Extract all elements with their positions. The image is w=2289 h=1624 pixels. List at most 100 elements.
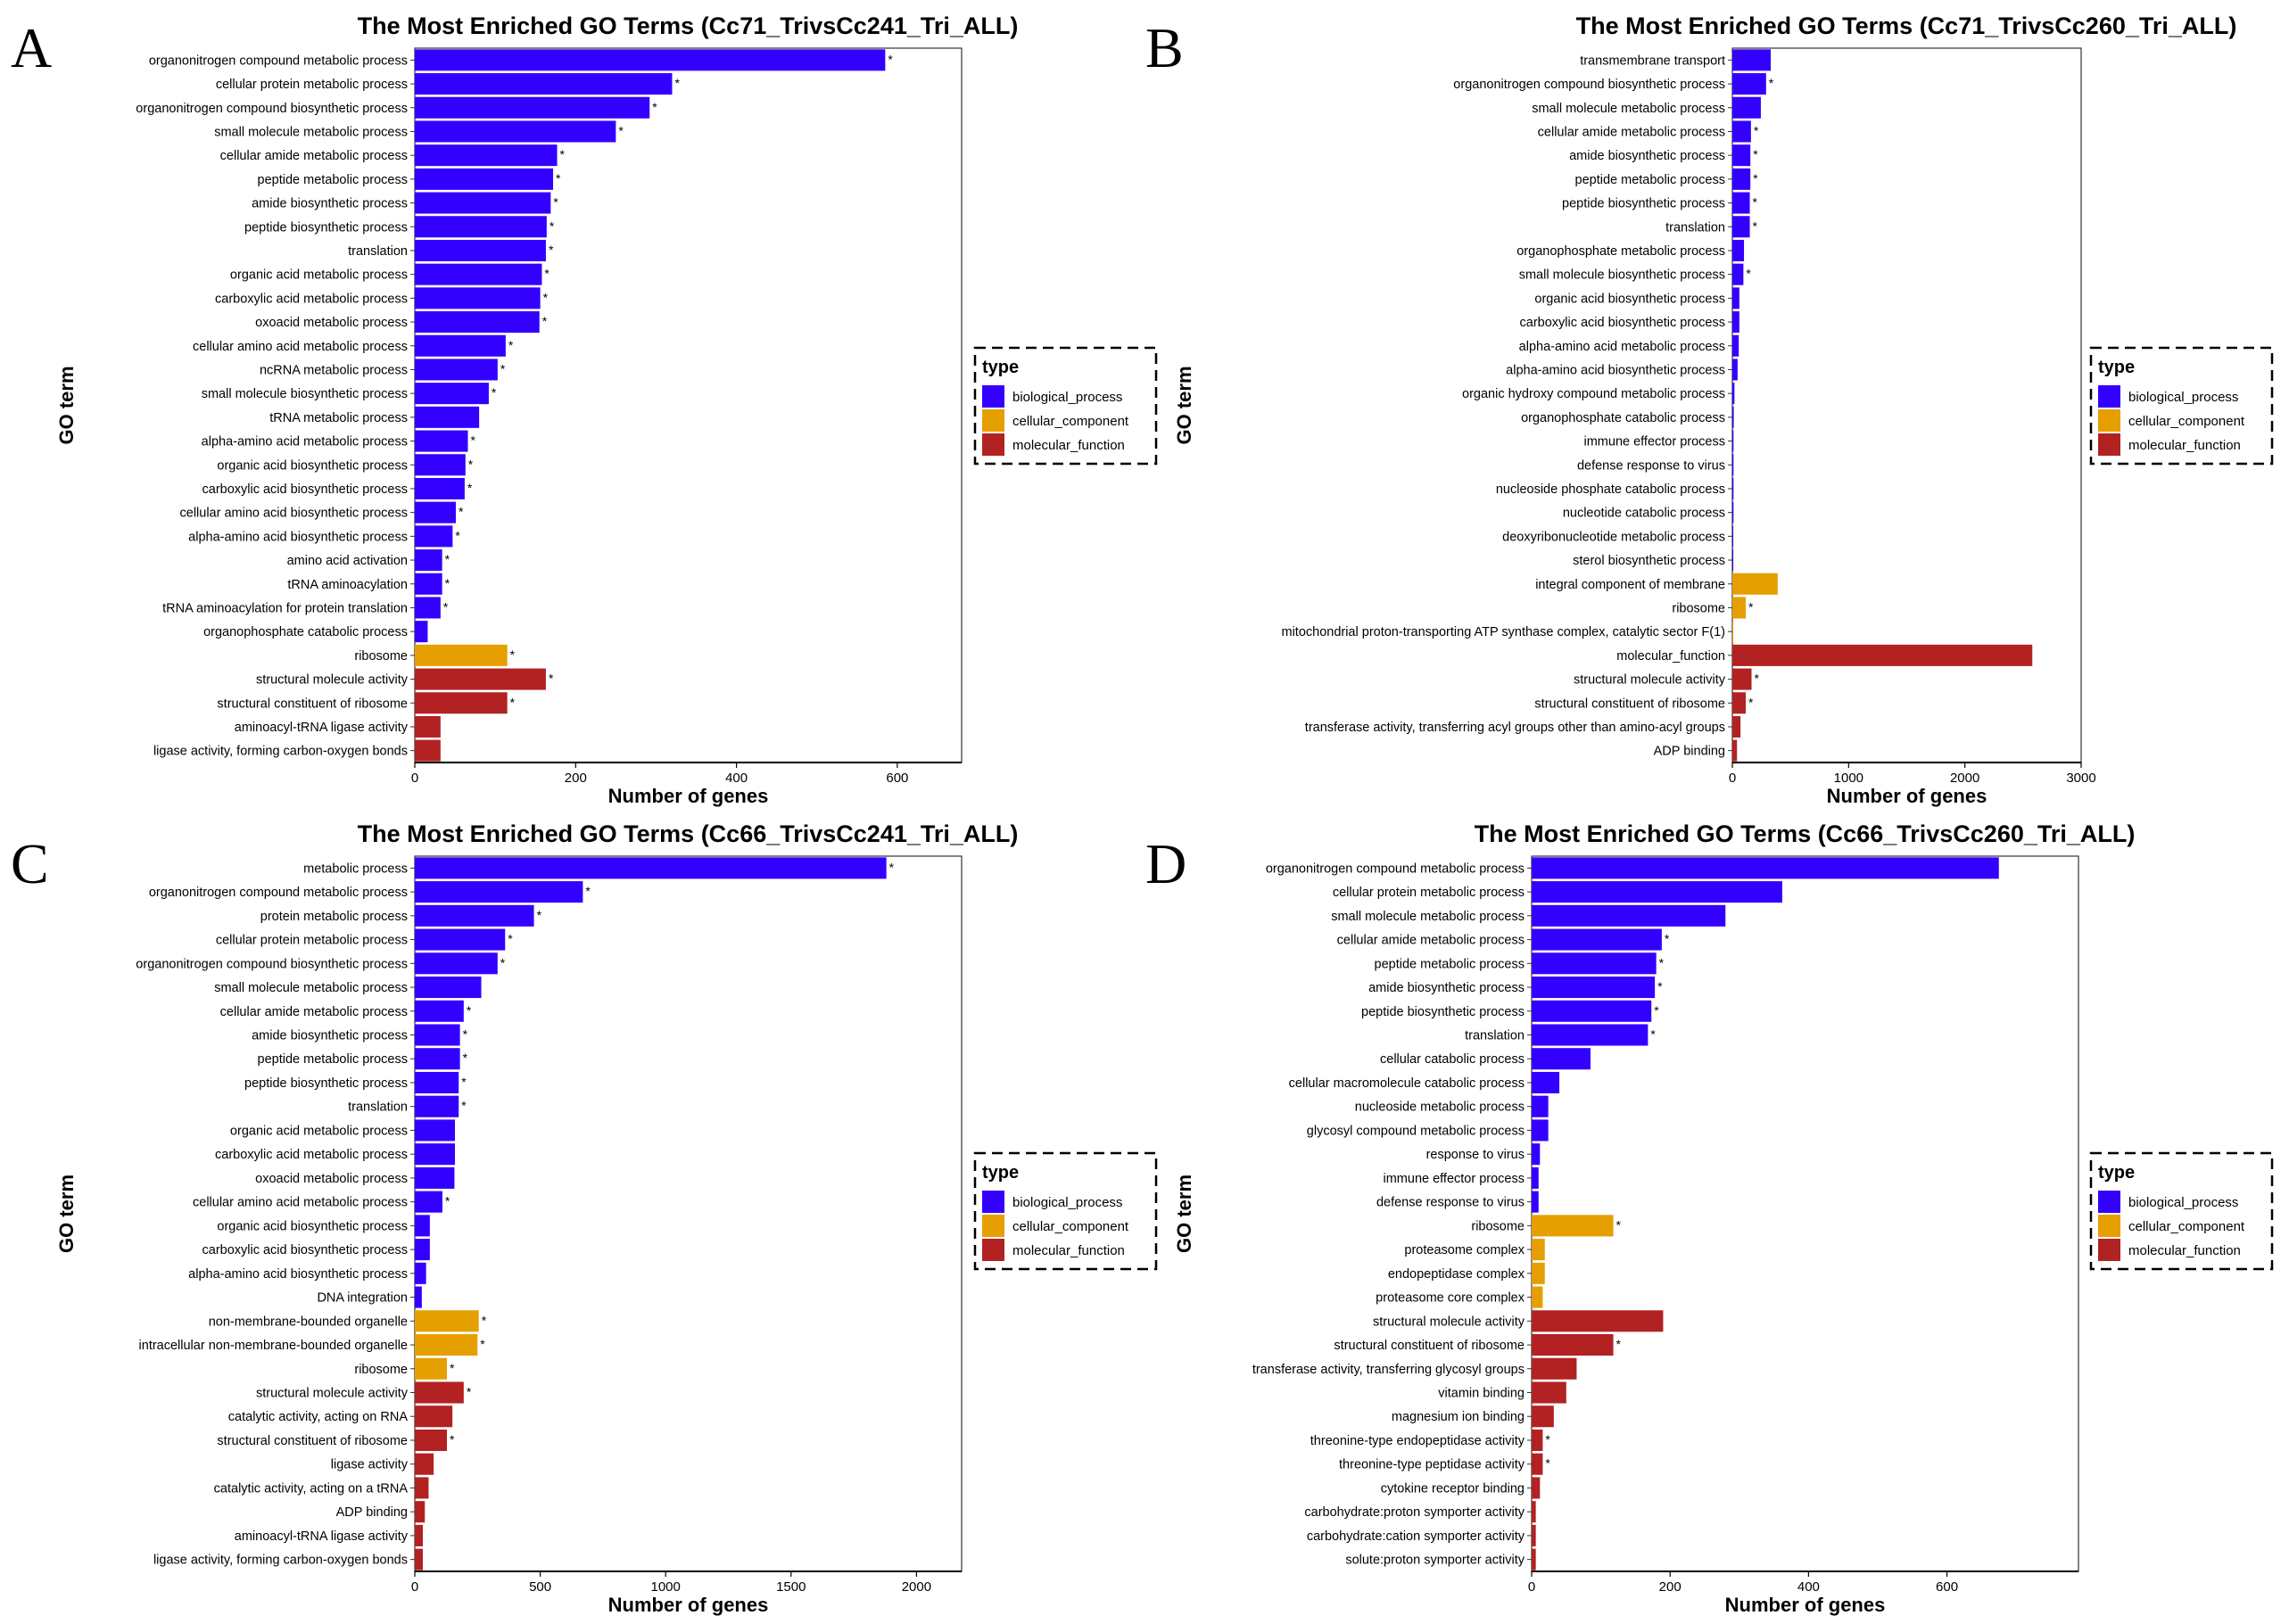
legend-swatch [982,1215,1004,1237]
category-label: ADP binding [1654,745,1725,759]
bar [1532,1381,1566,1404]
significance-star: * [537,908,542,922]
bar [415,287,541,309]
bar [1532,1357,1577,1380]
legend-swatch [2098,433,2120,456]
bar [415,881,583,903]
legend-swatch [2098,1191,2120,1213]
x-tick-label: 200 [565,771,587,786]
category-label: organic acid metabolic process [230,1124,408,1138]
bar [415,715,441,738]
category-label: organic hydroxy compound metabolic proce… [1462,387,1725,401]
significance-star: * [549,243,554,257]
significance-star: * [1755,672,1760,686]
bar [1732,739,1738,762]
x-tick-label: 2000 [1950,771,1979,786]
bar [1732,644,2033,666]
bar [415,1477,429,1499]
chart-title: The Most Enriched GO Terms (Cc71_TrivsCc… [1576,12,2237,39]
legend-swatch [982,433,1004,456]
significance-star: * [508,338,514,352]
category-label: ribosome [354,649,408,664]
bar [415,1548,423,1570]
bar [415,96,650,119]
category-label: organic acid biosynthetic process [1534,292,1725,306]
category-label: nucleotide catabolic process [1563,507,1725,521]
bar [415,1191,442,1213]
category-label: aminoacyl-tRNA ligase activity [235,721,409,735]
significance-star: * [510,647,516,662]
category-label: transferase activity, transferring acyl … [1305,721,1725,735]
bar [415,692,508,714]
category-label: carboxylic acid biosynthetic process [202,482,409,497]
plot-area [414,47,963,763]
bar [415,1143,455,1166]
chart-title: The Most Enriched GO Terms (Cc66_TrivsCc… [1475,820,2136,847]
bar [1532,1071,1560,1093]
bar [1532,1024,1649,1046]
bar [415,192,551,214]
bar [415,739,441,762]
bar [1732,621,1734,643]
bar [1732,287,1739,309]
significance-star: * [544,267,550,281]
category-label: oxoacid metabolic process [255,316,408,330]
bar [415,1406,453,1428]
category-label: catalytic activity, acting on RNA [228,1410,409,1424]
significance-star: * [470,433,475,448]
category-label: organonitrogen compound biosynthetic pro… [1453,78,1725,92]
bar [1532,1048,1591,1070]
category-label: peptide metabolic process [258,173,408,187]
category-label: solute:proton symporter activity [1345,1554,1525,1568]
significance-star: * [1665,932,1670,946]
significance-star: * [510,695,516,709]
category-label: defense response to virus [1577,458,1725,473]
bar [415,1501,426,1523]
category-label: translation [1665,220,1725,235]
bar [1732,144,1751,167]
significance-star: * [560,147,566,161]
bar [415,928,506,951]
bar [415,120,616,143]
legend-title: type [982,1163,1019,1183]
legend-label: biological_process [1012,1195,1122,1210]
bar [415,1262,426,1284]
legend-box [2089,346,2274,466]
category-label: oxoacid metabolic process [255,1172,408,1186]
bar [1732,383,1735,405]
category-label: peptide metabolic process [1375,957,1525,971]
significance-star: * [1754,123,1759,137]
category-label: small molecule metabolic process [214,125,408,139]
category-label: alpha-amino acid biosynthetic process [188,1267,408,1282]
bar [1732,96,1761,119]
category-label: transferase activity, transferring glyco… [1252,1363,1525,1377]
category-label: cellular catabolic process [1380,1052,1525,1067]
x-axis-label: Number of genes [1827,785,1987,807]
significance-star: * [1616,1337,1622,1351]
significance-star: * [1746,267,1751,281]
x-tick-label: 1000 [651,1579,681,1595]
bar [1532,1215,1614,1237]
significance-star: * [450,1432,455,1447]
category-label: carboxylic acid biosynthetic process [202,1243,409,1257]
bar [1532,1406,1554,1428]
significance-star: * [459,505,464,519]
category-label: organic acid biosynthetic process [217,458,408,473]
bar [1732,239,1745,261]
bar [415,1453,434,1475]
bar [1532,1191,1539,1213]
category-label: organonitrogen compound biosynthetic pro… [136,957,408,971]
panel-d: D The Most Enriched GO Terms (Cc66_TrivsC… [1145,820,2274,1616]
bar [415,383,489,405]
bar [415,904,534,927]
bar [415,1357,447,1380]
category-label: vitamin binding [1438,1387,1525,1401]
category-label: nucleoside metabolic process [1355,1101,1525,1115]
legend-swatch [982,1239,1004,1261]
significance-star: * [1753,218,1758,233]
legend-swatch [982,1191,1004,1213]
bar [415,952,498,975]
bar [1532,857,1999,879]
bar [415,239,546,261]
bar [415,359,498,381]
